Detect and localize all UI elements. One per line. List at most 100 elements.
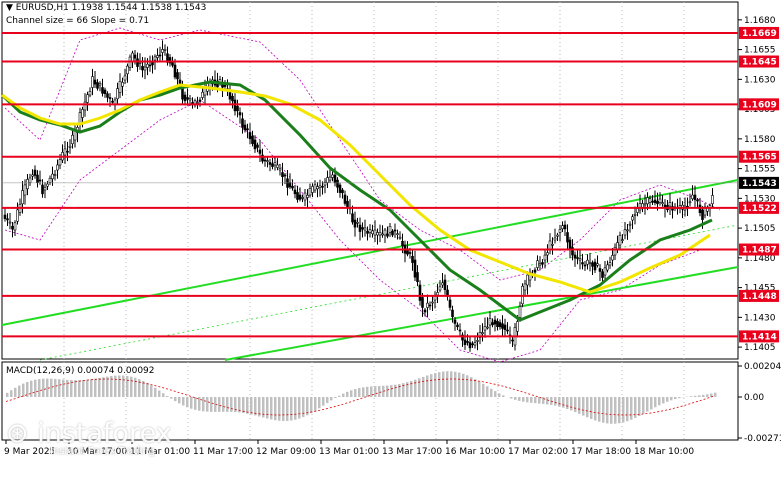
macd-histogram-bar: [498, 393, 501, 397]
candle-body: [661, 202, 664, 205]
macd-histogram-bar: [122, 375, 125, 397]
macd-histogram-bar: [694, 395, 697, 397]
level-tag-background: [739, 98, 779, 111]
candle-body: [491, 322, 494, 326]
candle-body: [176, 72, 179, 80]
bollinger-upper: [4, 27, 721, 281]
channel-lower-line: [224, 266, 739, 361]
candle-body: [711, 195, 714, 205]
macd-histogram-bar: [522, 397, 525, 402]
price-tick-label: 1.1480: [744, 254, 776, 264]
level-tag-label: 1.1609: [742, 100, 777, 110]
macd-histogram-bar: [434, 373, 437, 397]
time-tick-label: 10 Mar 17:00: [67, 447, 127, 457]
level-tag-label: 1.1448: [742, 292, 777, 302]
macd-histogram-bar: [186, 397, 189, 408]
candle-body: [326, 177, 329, 183]
macd-histogram-bar: [690, 396, 693, 397]
channel-info: Channel size = 66 Slope = 0.71: [6, 16, 150, 26]
level-price-tag: 1.1522: [739, 201, 779, 214]
candle-body: [236, 105, 239, 112]
candle-body: [68, 145, 72, 148]
macd-histogram-bar: [270, 397, 273, 420]
macd-histogram-bar: [674, 397, 677, 400]
candle-body: [41, 184, 44, 195]
macd-histogram-bar: [298, 397, 301, 419]
candle-body: [561, 225, 564, 230]
candle-body: [593, 261, 597, 271]
candle-body: [468, 342, 472, 349]
time-tick-label: 9 Mar 2025: [4, 447, 55, 457]
candle-body: [173, 64, 177, 78]
macd-histogram-bar: [462, 373, 465, 397]
candle-body: [443, 279, 447, 290]
macd-signal-line: [5, 378, 715, 416]
time-tick-label: 17 Mar 18:00: [571, 447, 631, 457]
candle-body: [701, 209, 704, 220]
macd-histogram-bar: [22, 383, 25, 397]
candle-body: [33, 169, 37, 176]
candle-body: [328, 176, 332, 181]
macd-histogram-bar: [302, 397, 305, 418]
candle-body: [133, 54, 137, 59]
candle-body: [38, 179, 42, 182]
candle-body: [263, 159, 267, 162]
candle-body: [411, 255, 414, 263]
candle-body: [341, 189, 344, 194]
macd-histogram-bar: [558, 397, 561, 407]
candle-body: [261, 154, 264, 162]
candle-body: [668, 202, 672, 207]
main-plot-frame: [1, 1, 739, 360]
macd-histogram-bar: [466, 375, 469, 397]
macd-histogram-bar: [670, 397, 673, 401]
macd-histogram-bar: [286, 397, 289, 421]
macd-histogram-bar: [418, 378, 421, 397]
candle-body: [581, 262, 584, 265]
instaforex-logo: ⊛ instaforex: [6, 418, 172, 449]
candle-body: [558, 229, 562, 233]
candle-body: [488, 318, 492, 326]
dropdown-triangle-icon[interactable]: ▼: [6, 3, 16, 13]
macd-histogram-bar: [130, 376, 133, 397]
macd-histogram-bar: [614, 397, 617, 424]
candle-body: [438, 286, 442, 291]
candle-body: [108, 97, 112, 99]
macd-histogram-bar: [626, 397, 629, 422]
candle-body: [88, 91, 92, 96]
macd-histogram-bar: [66, 379, 69, 397]
candle-body: [231, 95, 234, 102]
macd-histogram-bar: [154, 387, 157, 397]
candle-body: [51, 173, 54, 180]
macd-histogram-bar: [38, 379, 41, 397]
time-tick-label: 17 Mar 02:00: [508, 447, 568, 457]
candle-body: [436, 292, 439, 296]
level-tag-background: [739, 201, 779, 214]
candle-body: [63, 148, 67, 156]
macd-histogram-bar: [622, 397, 625, 423]
candle-body: [343, 194, 347, 204]
macd-histogram-bar: [30, 380, 33, 397]
macd-histogram-bar: [538, 397, 541, 404]
macd-histogram-bar: [598, 397, 601, 422]
level-tag-background: [739, 243, 779, 256]
candle-body: [66, 150, 69, 153]
candle-body: [6, 218, 9, 221]
candle-body: [296, 192, 299, 200]
candle-body: [563, 224, 567, 230]
candle-body: [421, 297, 424, 308]
macd-histogram-bar: [274, 397, 277, 421]
price-tick-label: 1.1580: [744, 135, 776, 145]
macd-histogram-bar: [114, 375, 117, 397]
macd-histogram-bar: [138, 379, 141, 397]
macd-tick-label: 0.00: [744, 393, 764, 403]
macd-histogram-bar: [94, 378, 97, 397]
price-tick-label: 1.1505: [744, 224, 776, 234]
macd-histogram-bar: [666, 397, 669, 402]
macd-histogram-bar: [306, 397, 309, 416]
macd-histogram-bar: [534, 397, 537, 404]
macd-histogram-bar: [294, 397, 297, 420]
macd-histogram-bar: [546, 397, 549, 405]
macd-histogram-bar: [34, 379, 37, 397]
